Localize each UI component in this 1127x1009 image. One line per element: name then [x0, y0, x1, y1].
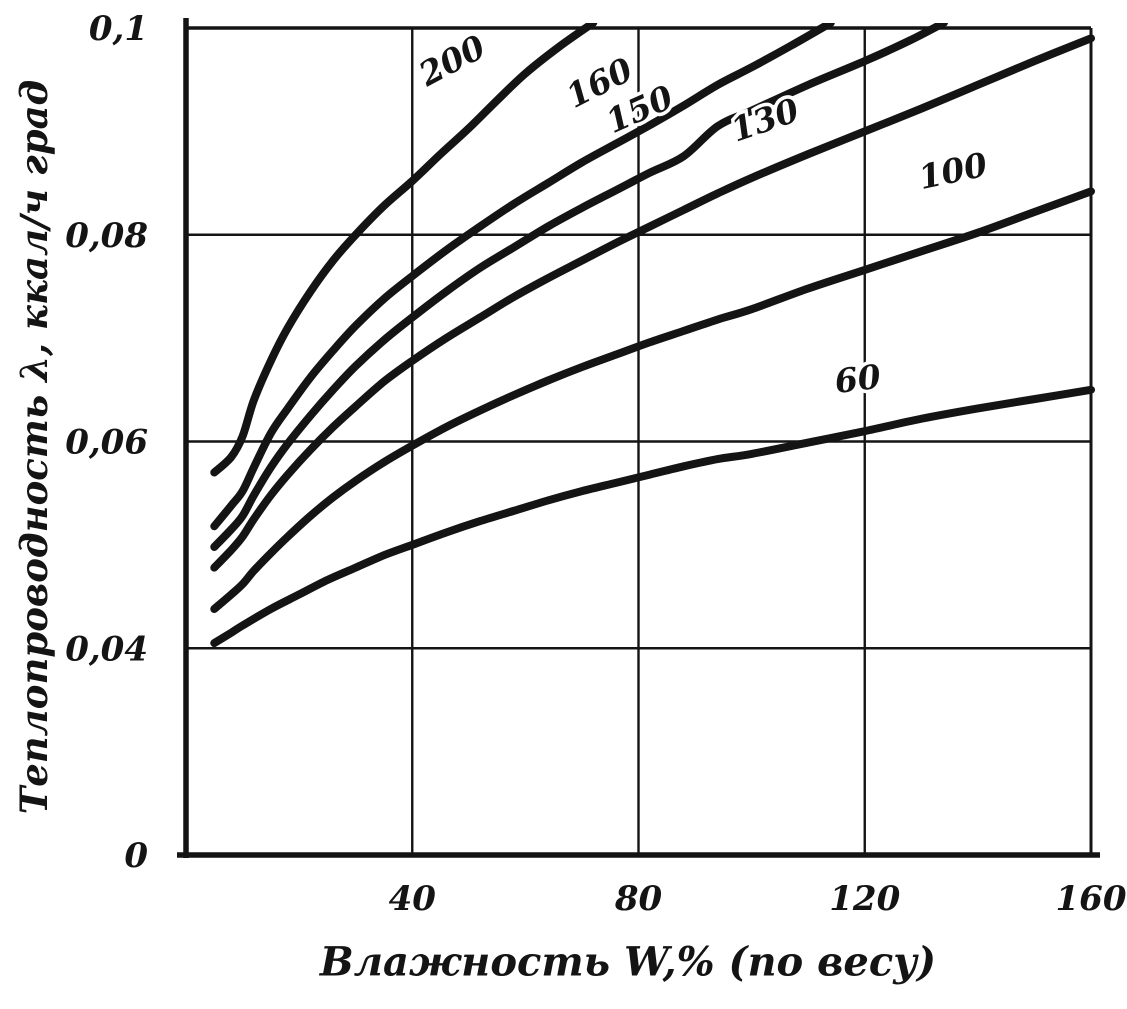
y-tick-label-0,08: 0,08	[65, 216, 148, 256]
x-tick-label-80: 80	[614, 879, 663, 919]
curve-label-130: 130	[726, 90, 804, 149]
y-tick-label-0,1: 0,1	[89, 9, 148, 49]
curve-130	[210, 34, 1095, 572]
curve-150	[210, 23, 948, 551]
curve-100	[210, 187, 1095, 613]
y-axis-title: Теплопроводность λ, ккал/ч град	[12, 79, 56, 815]
curve-200	[210, 23, 598, 477]
curve-label-100: 100	[915, 145, 991, 197]
curve-160	[210, 23, 835, 531]
x-tick-label-160: 160	[1056, 879, 1127, 919]
curve-label-60: 60	[833, 357, 883, 401]
curve-label-200: 200	[412, 27, 492, 94]
curves-group	[210, 23, 1095, 648]
curve-60	[210, 385, 1095, 648]
y-tick-label-0: 0	[124, 836, 148, 876]
x-tick-label-120: 120	[829, 879, 900, 919]
y-tick-label-0,04: 0,04	[65, 629, 148, 669]
y-tick-label-0,06: 0,06	[65, 423, 148, 463]
x-tick-label-40: 40	[389, 879, 437, 919]
x-axis-title: Влажность W,% (по весу)	[319, 938, 937, 986]
